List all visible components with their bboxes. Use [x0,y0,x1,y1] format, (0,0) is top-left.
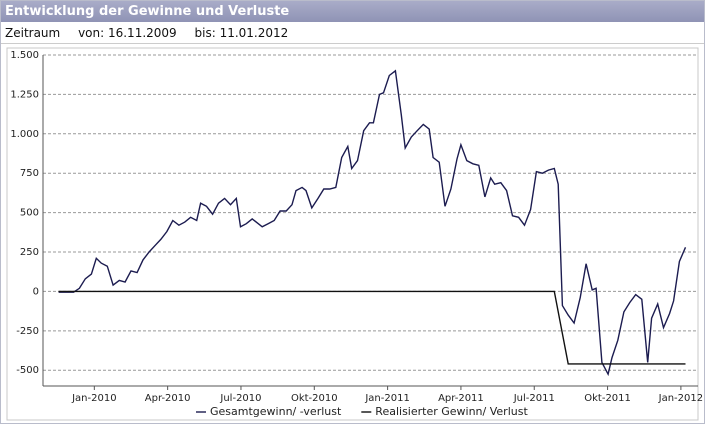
period-from: von: 16.11.2009 [78,26,177,40]
panel-title: Entwicklung der Gewinne und Verluste [1,1,704,22]
series-line [58,290,686,365]
y-tick-label: 1.250 [10,89,39,100]
series-line [58,69,687,377]
x-tick-label: Apr-2011 [438,393,484,404]
y-tick-label: 250 [20,247,39,258]
y-tick-label: 1.500 [10,50,39,61]
y-tick-label: 500 [20,208,39,219]
x-tick-label: Jan-2012 [658,393,703,404]
x-tick-label: Jul-2010 [219,393,261,404]
x-tick-label: Jan-2011 [364,393,409,404]
x-tick-label: Jul-2011 [513,393,555,404]
y-tick-label: 750 [20,168,39,179]
x-tick-label: Okt-2010 [291,393,338,404]
chart-frame [6,47,699,421]
y-tick-label: 0 [33,286,39,297]
x-tick-label: Okt-2011 [584,393,631,404]
x-tick-label: Apr-2010 [145,393,191,404]
y-tick-label: 1.000 [10,129,39,140]
y-tick-label: -500 [16,365,39,376]
period-to: bis: 11.01.2012 [194,26,289,40]
y-tick-label: -250 [16,326,39,337]
legend-label: Gesamtgewinn/ -verlust [210,405,342,418]
period-bar: Zeitraum von: 16.11.2009 bis: 11.01.2012 [1,22,704,44]
legend-label: Realisierter Gewinn/ Verlust [375,405,528,418]
x-tick-label: Jan-2010 [71,393,116,404]
period-label: Zeitraum [5,26,61,40]
